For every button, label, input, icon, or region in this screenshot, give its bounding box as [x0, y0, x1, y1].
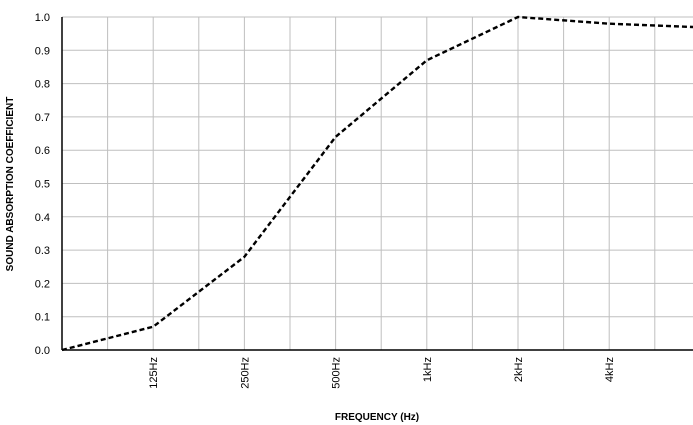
series-line: [61, 15, 693, 352]
x-axis-title: FREQUENCY (Hz): [335, 412, 419, 423]
y-tick-label: 0.4: [35, 212, 50, 224]
y-tick-label: 0.7: [35, 112, 50, 124]
y-tick-labels: 0.0 0.1 0.2 0.3 0.4 0.5 0.6 0.7 0.8 0.9 1.0: [35, 12, 50, 357]
y-tick-label: 1.0: [35, 12, 50, 24]
x-tick-label: 1kHz: [422, 357, 434, 382]
y-tick-label: 0.9: [35, 45, 50, 57]
y-axis-title: SOUND ABSORPTION COEFFICIENT: [5, 97, 16, 272]
y-tick-label: 0.2: [35, 278, 50, 290]
x-tick-label: 4kHz: [604, 357, 616, 382]
y-tick-label: 0.5: [35, 179, 50, 191]
y-tick-label: 0.0: [35, 345, 50, 357]
y-tick-label: 0.3: [35, 245, 50, 257]
x-tick-label: 125Hz: [148, 357, 160, 389]
y-tick-label: 0.6: [35, 145, 50, 157]
y-tick-label: 0.1: [35, 312, 50, 324]
x-tick-labels: 125Hz 250Hz 500Hz 1kHz 2kHz 4kHz: [148, 357, 616, 389]
axes: [61, 17, 693, 351]
x-tick-label: 250Hz: [239, 357, 251, 389]
y-tick-label: 0.8: [35, 79, 50, 91]
grid: [62, 16, 693, 350]
x-tick-label: 2kHz: [513, 357, 525, 382]
x-tick-label: 500Hz: [331, 357, 343, 389]
series: [61, 15, 693, 352]
